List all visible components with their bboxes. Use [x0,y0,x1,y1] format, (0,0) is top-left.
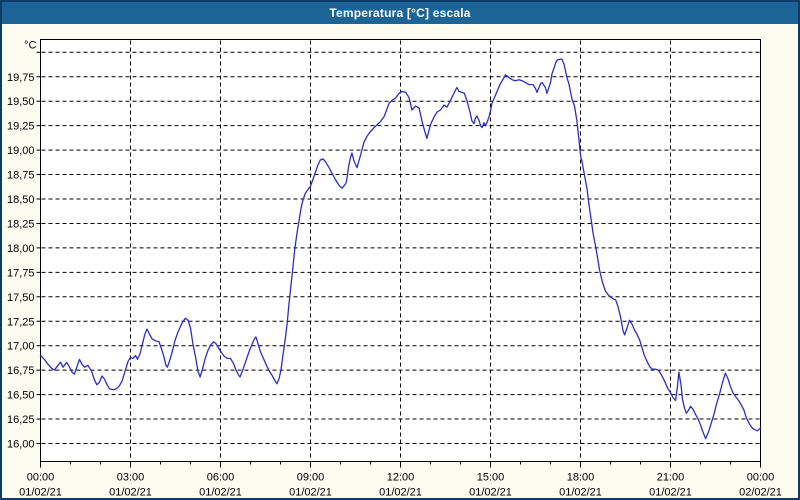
y-tick-label: 19,00 [7,145,35,157]
y-tick-label: 18,50 [7,194,35,206]
plot-frame [40,39,761,462]
x-tick-date-label: 01/02/21 [289,487,332,499]
y-tick-label: 17,25 [7,316,35,328]
y-tick-label: 18,25 [7,218,35,230]
x-tick-time-label: 21:00 [657,472,685,484]
x-tick-date-label: 02/02/21 [739,487,782,499]
x-tick-time-label: 00:00 [747,472,775,484]
x-tick-date-label: 01/02/21 [199,487,242,499]
y-tick-label: 17,50 [7,292,35,304]
x-tick-date-label: 01/02/21 [379,487,422,499]
y-tick-label: 18,00 [7,243,35,255]
window-title: Temperatura [°C] escala [329,6,471,20]
x-tick-time-label: 00:00 [27,472,55,484]
y-tick-label: 17,75 [7,267,35,279]
y-tick-label: 18,75 [7,170,35,182]
y-tick-label: 19,75 [7,72,35,84]
title-bar: Temperatura [°C] escala [2,2,798,24]
temperature-line-chart: 16,00 16,25 16,50 16,75 17,00 17,25 17,50 17,75… [7,39,782,499]
x-tick-time-label: 15:00 [477,472,505,484]
y-tick-label: 19,50 [7,96,35,108]
x-tick-time-label: 18:00 [567,472,595,484]
y-tick-label: 16,25 [7,414,35,426]
chart-area: 16,00 16,25 16,50 16,75 17,00 17,25 17,50 17,75… [2,24,798,498]
x-tick-time-label: 12:00 [387,472,415,484]
temperature-line [39,58,762,440]
x-tick-date-label: 01/02/21 [649,487,692,499]
y-axis-unit-label: °C [24,40,36,52]
y-tick-label: 16,50 [7,390,35,402]
x-tick-time-label: 06:00 [207,472,235,484]
y-tick-label: 19,25 [7,121,35,133]
y-tick-label: 17,00 [7,341,35,353]
x-tick-date-label: 01/02/21 [469,487,512,499]
x-tick-time-label: 09:00 [297,472,325,484]
y-tick-label: 16,75 [7,365,35,377]
y-tick-label: 16,00 [7,439,35,451]
x-tick-date-label: 01/02/21 [559,487,602,499]
x-tick-date-label: 01/02/21 [19,487,62,499]
x-tick-time-label: 03:00 [117,472,145,484]
x-tick-date-label: 01/02/21 [109,487,152,499]
